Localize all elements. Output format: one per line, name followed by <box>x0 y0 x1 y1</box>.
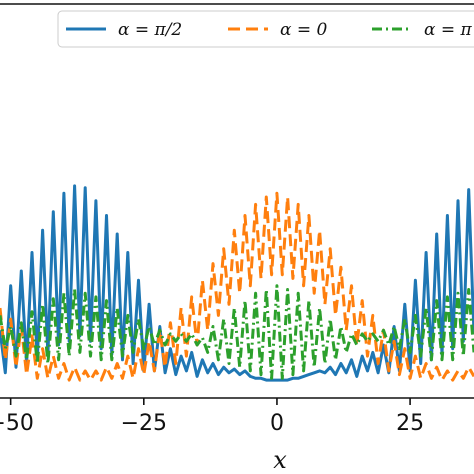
x-tick-label: −25 <box>121 411 167 436</box>
x-axis-ticks: −50 −25 0 25 <box>0 398 424 436</box>
plot-area: −50 −25 0 25 <box>0 3 474 436</box>
legend: α = π/2 α = 0 α = π <box>57 10 474 48</box>
x-tick-label: 0 <box>270 411 284 436</box>
legend-label-alpha-pi-half: α = π/2 <box>118 20 182 40</box>
series-alpha-pi-line <box>0 284 474 380</box>
legend-label-alpha-pi: α = π <box>424 20 473 40</box>
legend-label-alpha-zero: α = 0 <box>280 20 328 40</box>
series-alpha-zero-line <box>0 191 474 382</box>
series-layer <box>0 184 474 382</box>
x-axis-label: x <box>273 446 287 474</box>
x-tick-label: −50 <box>0 411 34 436</box>
x-tick-label: 25 <box>396 411 424 436</box>
